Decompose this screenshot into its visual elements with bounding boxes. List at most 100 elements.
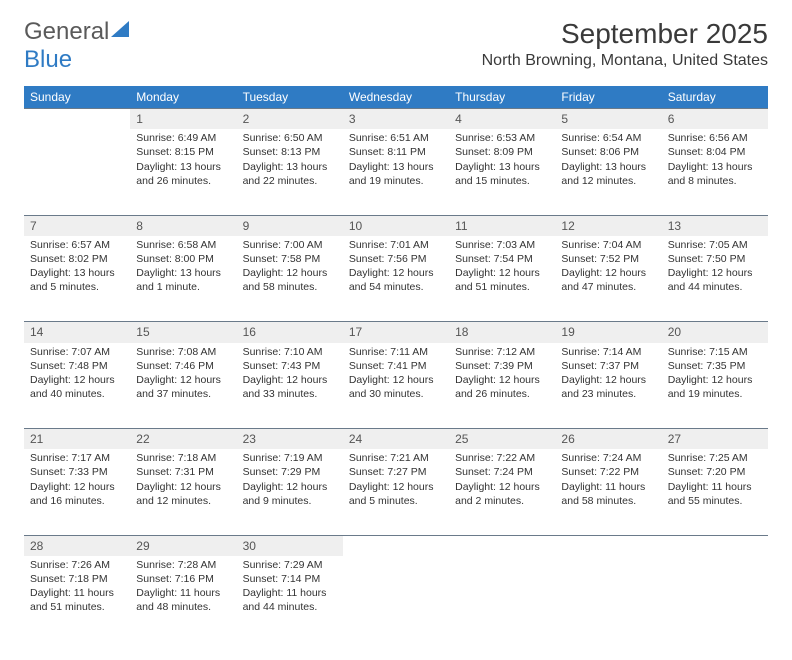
brand-name-part2: Blue: [24, 46, 72, 73]
sunset-text: Sunset: 7:16 PM: [136, 572, 230, 586]
day-cell-body: Sunrise: 6:49 AMSunset: 8:15 PMDaylight:…: [130, 129, 236, 192]
sunset-text: Sunset: 8:15 PM: [136, 145, 230, 159]
day-cell-body: Sunrise: 7:14 AMSunset: 7:37 PMDaylight:…: [555, 343, 661, 406]
day-cell-body: Sunrise: 6:57 AMSunset: 8:02 PMDaylight:…: [24, 236, 130, 299]
sunset-text: Sunset: 7:20 PM: [668, 465, 762, 479]
day-header: Friday: [555, 86, 661, 109]
day-cell: Sunrise: 7:26 AMSunset: 7:18 PMDaylight:…: [24, 556, 130, 642]
day-number: 9: [237, 215, 343, 236]
day-cell-body: Sunrise: 6:53 AMSunset: 8:09 PMDaylight:…: [449, 129, 555, 192]
day-cell: Sunrise: 7:03 AMSunset: 7:54 PMDaylight:…: [449, 236, 555, 322]
title-block: September 2025 North Browning, Montana, …: [482, 18, 768, 70]
day-cell: Sunrise: 6:58 AMSunset: 8:00 PMDaylight:…: [130, 236, 236, 322]
day-cell: Sunrise: 7:11 AMSunset: 7:41 PMDaylight:…: [343, 343, 449, 429]
sunrise-text: Sunrise: 7:10 AM: [243, 345, 337, 359]
daylight-text: Daylight: 12 hours and 16 minutes.: [30, 480, 124, 508]
daylight-text: Daylight: 11 hours and 58 minutes.: [561, 480, 655, 508]
day-cell-body: Sunrise: 7:00 AMSunset: 7:58 PMDaylight:…: [237, 236, 343, 299]
day-cell-body: Sunrise: 7:25 AMSunset: 7:20 PMDaylight:…: [662, 449, 768, 512]
sunrise-text: Sunrise: 7:08 AM: [136, 345, 230, 359]
sunset-text: Sunset: 7:37 PM: [561, 359, 655, 373]
sunset-text: Sunset: 7:27 PM: [349, 465, 443, 479]
day-cell: Sunrise: 6:51 AMSunset: 8:11 PMDaylight:…: [343, 129, 449, 215]
sunrise-text: Sunrise: 7:07 AM: [30, 345, 124, 359]
sunset-text: Sunset: 7:46 PM: [136, 359, 230, 373]
calendar-table: SundayMondayTuesdayWednesdayThursdayFrid…: [24, 86, 768, 642]
day-number: 24: [343, 429, 449, 450]
sunrise-text: Sunrise: 7:19 AM: [243, 451, 337, 465]
day-cell-body: Sunrise: 7:01 AMSunset: 7:56 PMDaylight:…: [343, 236, 449, 299]
day-cell-body: Sunrise: 7:12 AMSunset: 7:39 PMDaylight:…: [449, 343, 555, 406]
sunset-text: Sunset: 7:48 PM: [30, 359, 124, 373]
day-number: 22: [130, 429, 236, 450]
sunset-text: Sunset: 7:43 PM: [243, 359, 337, 373]
day-cell-body: Sunrise: 7:10 AMSunset: 7:43 PMDaylight:…: [237, 343, 343, 406]
day-number-empty: [662, 535, 768, 556]
day-cell: Sunrise: 7:19 AMSunset: 7:29 PMDaylight:…: [237, 449, 343, 535]
day-cell: Sunrise: 7:14 AMSunset: 7:37 PMDaylight:…: [555, 343, 661, 429]
sunrise-text: Sunrise: 7:21 AM: [349, 451, 443, 465]
sunset-text: Sunset: 8:02 PM: [30, 252, 124, 266]
daylight-text: Daylight: 13 hours and 8 minutes.: [668, 160, 762, 188]
sunrise-text: Sunrise: 6:49 AM: [136, 131, 230, 145]
day-number: 18: [449, 322, 555, 343]
sunset-text: Sunset: 7:56 PM: [349, 252, 443, 266]
day-cell-body: Sunrise: 7:19 AMSunset: 7:29 PMDaylight:…: [237, 449, 343, 512]
daylight-text: Daylight: 12 hours and 2 minutes.: [455, 480, 549, 508]
day-number-row: 78910111213: [24, 215, 768, 236]
brand-logo: General Blue: [24, 18, 131, 74]
sunrise-text: Sunrise: 6:53 AM: [455, 131, 549, 145]
sunset-text: Sunset: 8:04 PM: [668, 145, 762, 159]
daylight-text: Daylight: 11 hours and 51 minutes.: [30, 586, 124, 614]
sunrise-text: Sunrise: 7:25 AM: [668, 451, 762, 465]
day-number: 17: [343, 322, 449, 343]
daylight-text: Daylight: 12 hours and 54 minutes.: [349, 266, 443, 294]
sunset-text: Sunset: 7:22 PM: [561, 465, 655, 479]
sunrise-text: Sunrise: 6:54 AM: [561, 131, 655, 145]
day-header-row: SundayMondayTuesdayWednesdayThursdayFrid…: [24, 86, 768, 109]
day-number-row: 282930: [24, 535, 768, 556]
daylight-text: Daylight: 12 hours and 23 minutes.: [561, 373, 655, 401]
daylight-text: Daylight: 12 hours and 58 minutes.: [243, 266, 337, 294]
day-number-row: 21222324252627: [24, 429, 768, 450]
day-content-row: Sunrise: 7:17 AMSunset: 7:33 PMDaylight:…: [24, 449, 768, 535]
sunset-text: Sunset: 7:35 PM: [668, 359, 762, 373]
daylight-text: Daylight: 12 hours and 30 minutes.: [349, 373, 443, 401]
sunset-text: Sunset: 7:58 PM: [243, 252, 337, 266]
sunrise-text: Sunrise: 7:29 AM: [243, 558, 337, 572]
day-content-row: Sunrise: 6:57 AMSunset: 8:02 PMDaylight:…: [24, 236, 768, 322]
sunset-text: Sunset: 8:11 PM: [349, 145, 443, 159]
day-cell: Sunrise: 7:17 AMSunset: 7:33 PMDaylight:…: [24, 449, 130, 535]
day-cell: Sunrise: 7:01 AMSunset: 7:56 PMDaylight:…: [343, 236, 449, 322]
day-number: 13: [662, 215, 768, 236]
day-cell: Sunrise: 7:21 AMSunset: 7:27 PMDaylight:…: [343, 449, 449, 535]
location-subtitle: North Browning, Montana, United States: [482, 52, 768, 70]
day-number: 20: [662, 322, 768, 343]
daylight-text: Daylight: 12 hours and 47 minutes.: [561, 266, 655, 294]
daylight-text: Daylight: 13 hours and 26 minutes.: [136, 160, 230, 188]
day-cell-body: Sunrise: 7:05 AMSunset: 7:50 PMDaylight:…: [662, 236, 768, 299]
sunset-text: Sunset: 7:50 PM: [668, 252, 762, 266]
day-cell: Sunrise: 6:57 AMSunset: 8:02 PMDaylight:…: [24, 236, 130, 322]
daylight-text: Daylight: 11 hours and 48 minutes.: [136, 586, 230, 614]
day-cell-body: Sunrise: 7:07 AMSunset: 7:48 PMDaylight:…: [24, 343, 130, 406]
day-cell: Sunrise: 7:22 AMSunset: 7:24 PMDaylight:…: [449, 449, 555, 535]
day-header: Monday: [130, 86, 236, 109]
day-number: 7: [24, 215, 130, 236]
sunset-text: Sunset: 8:06 PM: [561, 145, 655, 159]
day-header: Tuesday: [237, 86, 343, 109]
daylight-text: Daylight: 13 hours and 5 minutes.: [30, 266, 124, 294]
day-number: 6: [662, 109, 768, 130]
sunset-text: Sunset: 7:24 PM: [455, 465, 549, 479]
page-header: General Blue September 2025 North Browni…: [24, 18, 768, 74]
sunrise-text: Sunrise: 7:04 AM: [561, 238, 655, 252]
day-number: 16: [237, 322, 343, 343]
day-number-empty: [555, 535, 661, 556]
day-number: 15: [130, 322, 236, 343]
daylight-text: Daylight: 12 hours and 19 minutes.: [668, 373, 762, 401]
daylight-text: Daylight: 12 hours and 37 minutes.: [136, 373, 230, 401]
sunset-text: Sunset: 7:54 PM: [455, 252, 549, 266]
day-number: 5: [555, 109, 661, 130]
sunrise-text: Sunrise: 7:12 AM: [455, 345, 549, 359]
day-cell: Sunrise: 7:05 AMSunset: 7:50 PMDaylight:…: [662, 236, 768, 322]
